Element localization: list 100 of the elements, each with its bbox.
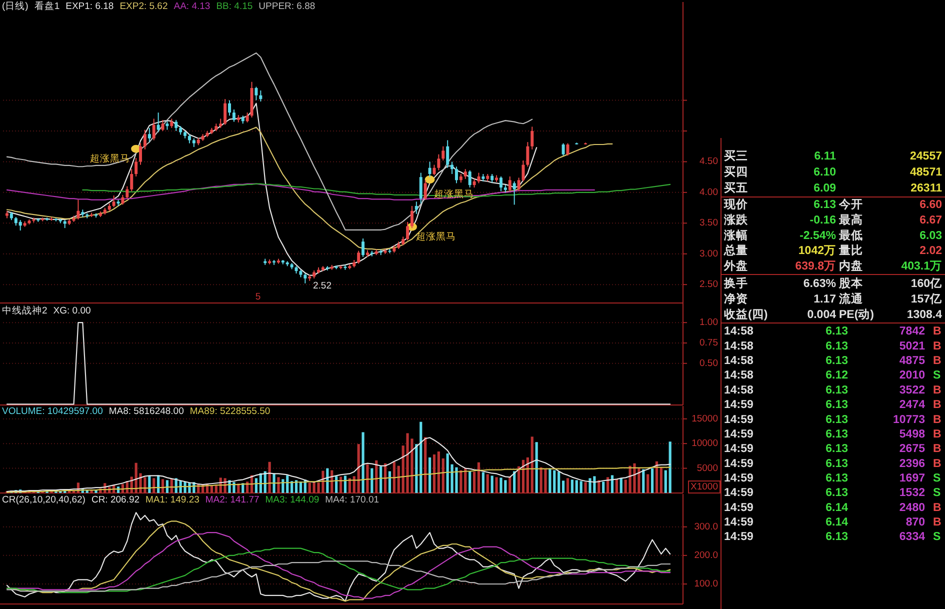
text: MA4: 170.01 bbox=[325, 494, 380, 506]
text: B bbox=[933, 428, 942, 440]
text: 6.13 bbox=[826, 414, 848, 426]
bar bbox=[357, 444, 360, 493]
text: 股本 bbox=[838, 276, 864, 290]
text: 14:59 bbox=[724, 516, 754, 529]
y-tick-label: 3.50 bbox=[700, 218, 718, 229]
candlestick bbox=[362, 238, 365, 258]
candlestick bbox=[446, 140, 450, 168]
text: 2396 bbox=[899, 458, 925, 470]
text: S bbox=[933, 370, 941, 382]
text: 4875 bbox=[899, 355, 926, 368]
bar bbox=[397, 466, 400, 493]
text: 6.03 bbox=[920, 230, 942, 242]
text: B bbox=[933, 516, 942, 529]
bar bbox=[646, 474, 650, 493]
candlestick bbox=[419, 172, 422, 204]
text: 639.8万 bbox=[795, 260, 836, 272]
text: 14:58 bbox=[724, 326, 754, 338]
bar bbox=[428, 457, 432, 493]
bar bbox=[352, 476, 356, 493]
text: 净资 bbox=[724, 292, 748, 306]
bar bbox=[566, 478, 570, 493]
y-tick-label: 15000 bbox=[692, 413, 718, 424]
text: 6.13 bbox=[826, 458, 848, 470]
candlestick bbox=[424, 180, 427, 200]
text: -2.54% bbox=[800, 230, 836, 242]
bar bbox=[432, 454, 436, 493]
bar bbox=[442, 458, 444, 493]
y-tick-label: 100.0 bbox=[694, 578, 718, 590]
y-tick-label: 10000 bbox=[692, 438, 718, 450]
candlestick bbox=[437, 154, 440, 171]
text: 14:59 bbox=[724, 472, 754, 484]
bar bbox=[282, 479, 284, 493]
candlestick bbox=[468, 170, 472, 188]
text: 6.13 bbox=[826, 472, 848, 484]
candlestick bbox=[161, 119, 164, 132]
text: 2480 bbox=[899, 502, 925, 514]
text: 6.13 bbox=[826, 326, 848, 338]
text: 14:58 bbox=[724, 355, 754, 368]
bar bbox=[650, 468, 654, 493]
text: 14:59 bbox=[724, 487, 754, 500]
series-label: XG: 0.00 bbox=[53, 306, 91, 316]
bar bbox=[344, 476, 347, 493]
candlestick bbox=[410, 205, 414, 229]
text: 6.67 bbox=[920, 214, 942, 226]
bar bbox=[370, 468, 374, 493]
text: 买三 bbox=[724, 150, 748, 162]
bar bbox=[472, 472, 476, 493]
text: 6.09 bbox=[814, 182, 836, 194]
bar bbox=[490, 476, 494, 493]
text: B bbox=[933, 384, 942, 396]
bar bbox=[286, 475, 289, 493]
text: UPPER: 6.88 bbox=[258, 1, 316, 12]
candlestick bbox=[454, 166, 458, 184]
text: 外盘 bbox=[723, 258, 748, 272]
text: MA2: 141.77 bbox=[205, 494, 260, 506]
chart-subtitle: 看盘1 bbox=[34, 0, 60, 12]
text: 1042万 bbox=[798, 244, 836, 257]
bar bbox=[468, 471, 472, 493]
bar bbox=[668, 442, 672, 493]
bar bbox=[495, 477, 498, 493]
text: MA1: 149.23 bbox=[146, 494, 200, 506]
chart-title: 中线战神2 bbox=[2, 304, 48, 316]
candlestick bbox=[530, 126, 534, 150]
chart-title: CR(26,10,20,40,62) bbox=[2, 494, 86, 506]
y-tick-label: 3.00 bbox=[700, 248, 718, 260]
text: 6.13 bbox=[826, 487, 848, 500]
annotation: 2.52 bbox=[313, 280, 332, 292]
text: 14:59 bbox=[724, 531, 754, 544]
text: 6.14 bbox=[826, 502, 849, 514]
text: 买四 bbox=[724, 166, 748, 178]
text: 6.11 bbox=[814, 150, 837, 162]
text: 流通 bbox=[838, 292, 864, 306]
bar bbox=[664, 470, 667, 493]
bar bbox=[620, 478, 622, 493]
bar bbox=[152, 478, 156, 493]
bar bbox=[254, 478, 258, 493]
text: 5498 bbox=[899, 428, 926, 440]
text: 2474 bbox=[899, 399, 926, 412]
text: EXP1: 6.18 bbox=[66, 1, 114, 12]
candlestick bbox=[499, 176, 502, 192]
text: MA89: 5228555.50 bbox=[190, 406, 270, 417]
text: 1308.4 bbox=[906, 309, 943, 321]
y-tick-label: 300.0 bbox=[694, 521, 718, 532]
bar bbox=[388, 471, 392, 493]
bar bbox=[530, 436, 534, 493]
text: B bbox=[933, 326, 942, 338]
candlestick bbox=[526, 142, 530, 168]
text: 14:59 bbox=[724, 399, 754, 412]
text: 870 bbox=[906, 516, 925, 529]
bar bbox=[588, 478, 592, 493]
text: 26311 bbox=[910, 182, 943, 194]
bar bbox=[214, 486, 218, 493]
bar bbox=[558, 472, 560, 493]
text: 6334 bbox=[899, 531, 926, 544]
line-series bbox=[6, 437, 671, 492]
bar bbox=[482, 472, 484, 493]
bar bbox=[380, 466, 382, 493]
candlestick bbox=[304, 273, 307, 284]
